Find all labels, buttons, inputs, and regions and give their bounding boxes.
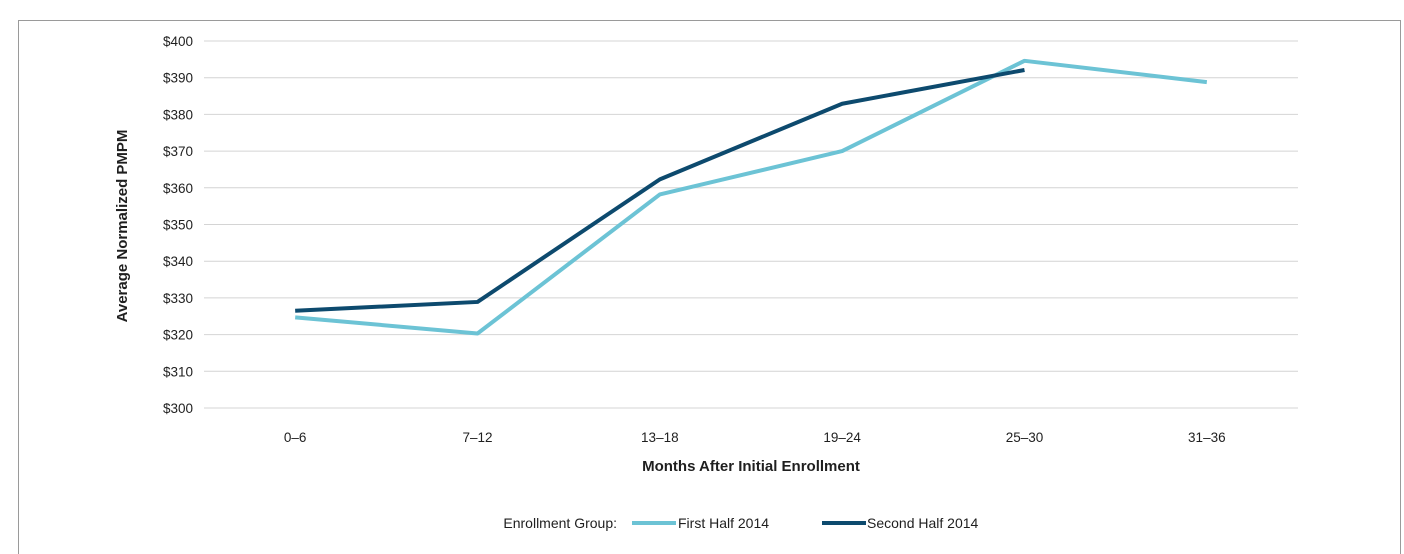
gridlines <box>204 40 1298 409</box>
y-tick-label: $300 <box>163 401 193 416</box>
y-tick-label: $360 <box>163 181 193 196</box>
chart-frame <box>18 20 1401 554</box>
y-tick-label: $390 <box>163 71 193 86</box>
series-line-second-half-2014 <box>295 68 1025 313</box>
x-tick-label: 13–18 <box>641 430 679 445</box>
series-line-first-half-2014 <box>294 58 1208 336</box>
legend-label-first-half-2014: First Half 2014 <box>678 515 769 531</box>
x-tick-labels: 0–6 7–12 13–18 19–24 25–30 31–36 <box>284 430 1226 445</box>
y-axis-title: Average Normalized PMPM <box>114 130 131 323</box>
y-tick-labels: $300 $310 $320 $330 $340 $350 $360 $370 $380 $390… <box>163 34 193 416</box>
y-tick-label: $350 <box>163 218 193 233</box>
y-tick-label: $310 <box>163 364 193 379</box>
x-tick-label: 0–6 <box>284 430 307 445</box>
series-lines <box>294 58 1208 336</box>
y-tick-label: $330 <box>163 291 193 306</box>
x-tick-label: 25–30 <box>1006 430 1044 445</box>
legend-title: Enrollment Group: <box>503 515 617 531</box>
y-tick-label: $400 <box>163 34 193 49</box>
x-axis-title: Months After Initial Enrollment <box>642 458 860 475</box>
y-tick-label: $380 <box>163 107 193 122</box>
y-tick-label: $370 <box>163 144 193 159</box>
y-tick-label: $320 <box>163 328 193 343</box>
y-tick-label: $340 <box>163 254 193 269</box>
legend: Enrollment Group: First Half 2014 Second… <box>503 515 978 531</box>
x-tick-label: 31–36 <box>1188 430 1226 445</box>
x-tick-label: 19–24 <box>823 430 861 445</box>
legend-label-second-half-2014: Second Half 2014 <box>867 515 979 531</box>
x-tick-label: 7–12 <box>462 430 492 445</box>
